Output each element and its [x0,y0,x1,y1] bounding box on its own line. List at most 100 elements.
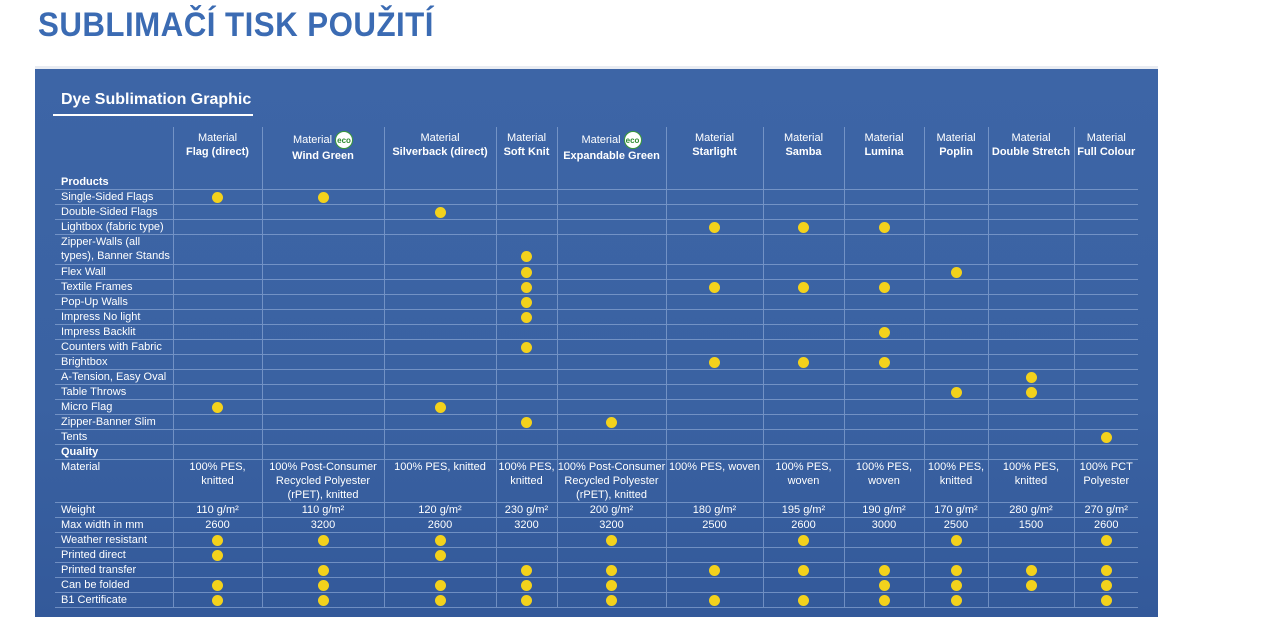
dot-marker [317,580,329,592]
cell [172,175,262,190]
cell [1073,429,1138,445]
cell [556,592,666,608]
cell [172,414,262,430]
cell [172,577,262,593]
cell [923,429,988,445]
column-header-5: Material eco Expandable Green [556,127,666,175]
cell [495,189,557,205]
dot-marker [1025,565,1037,577]
cell-value: 3200 [261,517,384,533]
quality-row: Printed transfer [55,562,1138,578]
dot-marker [709,595,720,607]
cell [843,294,924,310]
cell [762,339,844,355]
cell-value: 100% PES, woven [762,459,844,503]
cell [556,294,666,310]
cell [843,369,924,385]
dot-marker [1025,387,1037,399]
cell [923,264,988,280]
cell [261,219,384,235]
cell [843,399,924,415]
row-label: Counters with Fabric [55,339,173,355]
quality-heading-label: Quality [55,444,173,460]
cell [923,294,988,310]
cell [383,264,496,280]
dot-marker [1025,580,1037,592]
cell [923,175,988,190]
cell-value: 190 g/m² [843,502,924,518]
cell-value: 170 g/m² [923,502,988,518]
cell-value: 110 g/m² [261,502,384,518]
dot-marker [878,565,890,577]
dot-marker [1100,565,1112,577]
cell [987,399,1074,415]
dot-marker [521,282,532,294]
cell [1073,204,1138,220]
dot-marker [434,535,446,547]
row-label: Brightbox [55,354,173,370]
column-name: Poplin [939,146,973,158]
row-label: Lightbox (fabric type) [55,219,173,235]
cell [1073,592,1138,608]
cell [762,219,844,235]
dot-marker [606,417,617,429]
row-label: Printed transfer [55,562,173,578]
dot-marker [521,580,532,592]
panel-title: Dye Sublimation Graphic [61,91,252,108]
dot-marker [709,222,720,234]
cell-value: 100% PES, knitted [987,459,1074,503]
cell [923,562,988,578]
cell [261,354,384,370]
cell [172,532,262,548]
cell [762,175,844,190]
cell [923,547,988,563]
cell [556,219,666,235]
cell [383,547,496,563]
cell [383,354,496,370]
cell-value: 100% PCT Polyester [1073,459,1138,503]
cell [843,219,924,235]
quality-row: Weather resistant [55,532,1138,548]
cell [923,324,988,340]
cell [665,384,763,400]
cell [556,324,666,340]
cell [261,339,384,355]
quality-row: Printed direct [55,547,1138,563]
cell [172,354,262,370]
cell [923,219,988,235]
eco-badge-icon: eco [335,131,354,149]
column-name: Silverback (direct) [392,146,488,158]
cell [923,189,988,205]
column-header-3: Material Silverback (direct) [383,127,496,175]
cell [1073,279,1138,295]
material-word: Material eco [558,131,666,149]
cell [556,399,666,415]
cell [843,562,924,578]
cell [172,562,262,578]
cell [665,279,763,295]
column-name: Soft Knit [503,146,550,158]
cell [172,384,262,400]
cell [762,414,844,430]
cell [923,532,988,548]
cell-value: 2500 [923,517,988,533]
dot-marker [212,535,223,547]
cell [261,264,384,280]
column-name: Double Stretch [991,146,1071,158]
row-label: Zipper-Walls (all types), Banner Stands [55,234,173,265]
dot-marker [434,595,446,607]
cell [987,339,1074,355]
product-row: Pop-Up Walls [55,294,1138,310]
cell [556,189,666,205]
cell [556,279,666,295]
cell [762,547,844,563]
cell [495,264,557,280]
cell [665,309,763,325]
cell-value: 2600 [762,517,844,533]
cell [495,234,557,265]
cell [665,399,763,415]
cell [1073,399,1138,415]
cell [172,279,262,295]
cell [665,264,763,280]
cell [843,189,924,205]
